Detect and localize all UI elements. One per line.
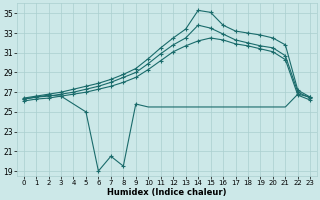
X-axis label: Humidex (Indice chaleur): Humidex (Indice chaleur) <box>107 188 227 197</box>
